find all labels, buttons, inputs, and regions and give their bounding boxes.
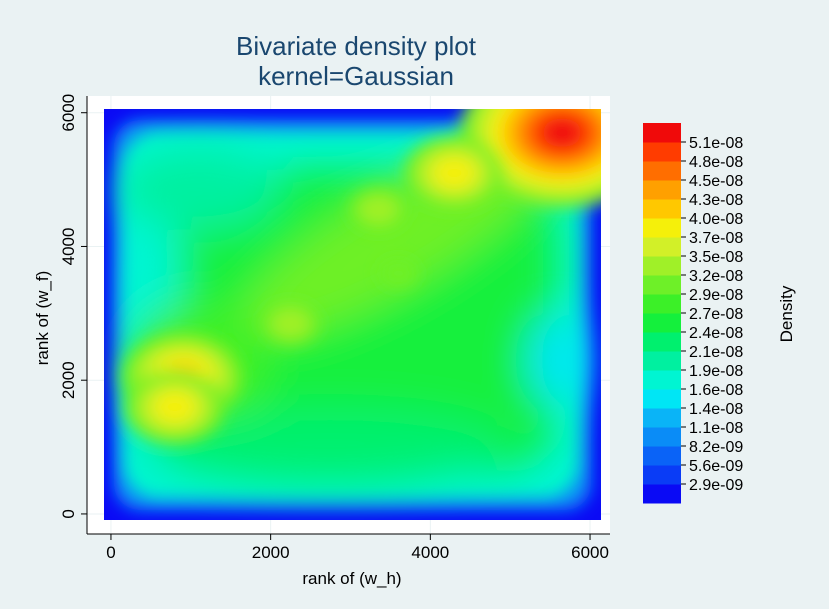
colorbar-tick-label: 1.6e-08 [689, 382, 743, 399]
colorbar-tick-label: 1.9e-08 [689, 363, 743, 380]
colorbar-swatch [643, 294, 681, 314]
y-tick-label: 6000 [59, 94, 78, 132]
colorbar-tick-label: 8.2e-09 [689, 439, 743, 456]
colorbar-tick-label: 4.0e-08 [689, 211, 743, 228]
x-tick-label: 4000 [411, 543, 449, 562]
colorbar-label: Density [777, 285, 796, 342]
colorbar-tick-label: 2.1e-08 [689, 344, 743, 361]
colorbar-tick-label: 2.7e-08 [689, 306, 743, 323]
colorbar-swatch [643, 446, 681, 466]
density-bottom-band [150, 407, 510, 483]
density-heatmap [104, 109, 601, 520]
colorbar-swatch [643, 142, 681, 162]
colorbar-tick-label: 1.4e-08 [689, 401, 743, 418]
density-upper-left-cyan [120, 150, 280, 230]
colorbar-tick-label: 4.3e-08 [689, 192, 743, 209]
title-block: Bivariate density plot kernel=Gaussian [236, 31, 477, 91]
colorbar-tick-label: 5.6e-09 [689, 458, 743, 475]
x-tick-label: 0 [106, 543, 115, 562]
colorbar-tick-label: 3.2e-08 [689, 268, 743, 285]
colorbar-swatch [643, 370, 681, 390]
density-peak [168, 400, 181, 413]
colorbar-swatch [643, 465, 681, 485]
density-peak [372, 203, 385, 216]
colorbar-tick-label: 4.5e-08 [689, 173, 743, 190]
y-tick-label: 0 [59, 509, 78, 518]
colorbar-swatch [643, 237, 681, 257]
colorbar-swatch [643, 123, 681, 143]
colorbar: 2.9e-09 5.6e-09 8.2e-09 1.1e-08 1.4e-08 1.6e-… [643, 123, 743, 504]
y-tick-label: 4000 [59, 228, 78, 266]
colorbar-swatch [643, 484, 681, 504]
density-peak [448, 166, 461, 179]
colorbar-tick-label: 3.7e-08 [689, 230, 743, 247]
colorbar-tick-label: 2.9e-09 [689, 477, 743, 494]
chart-subtitle: kernel=Gaussian [258, 61, 454, 91]
colorbar-swatch [643, 427, 681, 447]
colorbar-swatch [643, 389, 681, 409]
chart-title: Bivariate density plot [236, 31, 477, 61]
colorbar-tick-label: 3.5e-08 [689, 249, 743, 266]
colorbar-tick-label: 1.1e-08 [689, 420, 743, 437]
colorbar-tick-label: 5.1e-08 [689, 135, 743, 152]
x-axis-label: rank of (w_h) [302, 569, 401, 588]
colorbar-swatch [643, 351, 681, 371]
density-peak [392, 267, 405, 280]
colorbar-swatch [643, 275, 681, 295]
colorbar-swatch [643, 218, 681, 238]
colorbar-tick-label: 2.9e-08 [689, 287, 743, 304]
density-right-dip [528, 315, 584, 405]
colorbar-tick-label: 2.4e-08 [689, 325, 743, 342]
y-tick-label: 2000 [59, 361, 78, 399]
x-tick-label: 2000 [252, 543, 290, 562]
colorbar-swatch [643, 332, 681, 352]
colorbar-swatch [643, 161, 681, 181]
colorbar-tick-label: 4.8e-08 [689, 154, 743, 171]
colorbar-swatch [643, 199, 681, 219]
colorbar-swatch [643, 313, 681, 333]
x-tick-label: 6000 [571, 543, 609, 562]
colorbar-swatch [643, 408, 681, 428]
colorbar-swatch [643, 256, 681, 276]
colorbar-swatch [643, 180, 681, 200]
axes: 0 2000 4000 6000 0 2000 4000 6000 [59, 94, 610, 562]
y-axis-label: rank of (w_f) [33, 271, 52, 365]
density-peak [556, 126, 569, 139]
density-peak [284, 317, 297, 330]
